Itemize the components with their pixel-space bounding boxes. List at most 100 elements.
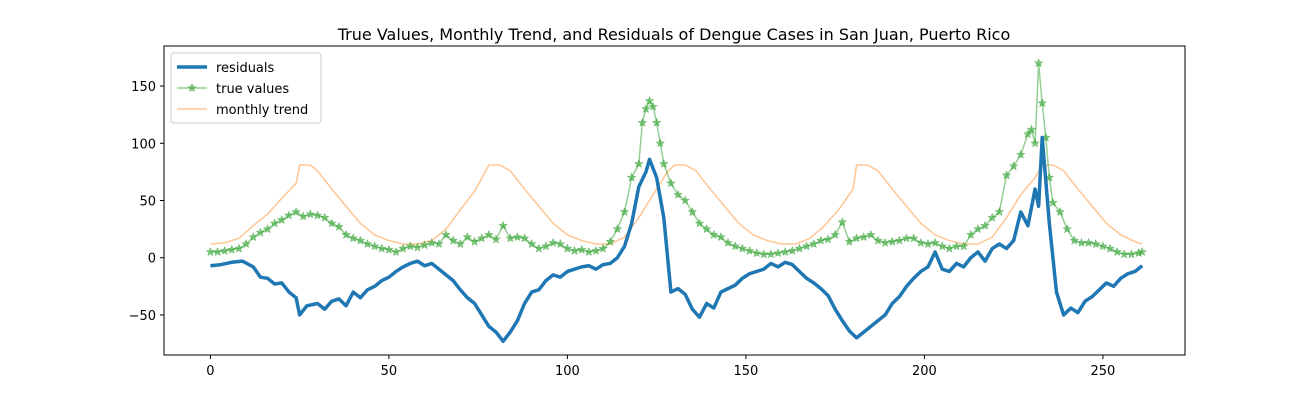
x-tick-label: 200 (912, 364, 937, 379)
true-values-marker (384, 244, 394, 254)
true-values-marker (1069, 235, 1080, 245)
legend: residuals true values monthly trend (170, 52, 322, 124)
true-values-marker (737, 243, 748, 253)
true-values-marker (255, 227, 266, 237)
true-values-marker (908, 233, 919, 243)
true-values-marker (1105, 243, 1115, 253)
true-values-line (210, 63, 1143, 256)
y-axis: −50 0 50 100 150 (129, 80, 164, 324)
true-values-marker (519, 233, 530, 243)
true-values-marker (1008, 161, 1019, 171)
true-values-marker (541, 241, 551, 251)
true-values-marker (455, 239, 466, 249)
true-values-marker (277, 214, 287, 224)
true-values-marker (241, 239, 251, 249)
true-values-marker (1030, 138, 1040, 148)
y-tick-label: 50 (139, 195, 156, 210)
y-tick-label: 100 (131, 137, 156, 152)
true-values-marker (773, 248, 783, 258)
true-values-marker (498, 220, 508, 230)
y-tick-label: 0 (148, 252, 156, 267)
true-values-marker (680, 195, 690, 205)
true-values-marker (930, 237, 940, 247)
true-values-marker (994, 206, 1005, 216)
true-values-marker (659, 158, 669, 168)
x-axis: 0 50 100 150 200 250 (206, 355, 1115, 379)
true-values-marker (484, 229, 494, 239)
plot-area (205, 58, 1147, 344)
true-values-marker (837, 217, 848, 227)
true-values-marker (562, 243, 573, 253)
true-values-marker (973, 224, 983, 234)
true-values-marker (605, 236, 615, 246)
true-values-marker (980, 220, 990, 230)
true-values-marker (966, 229, 976, 239)
true-values-marker (398, 243, 408, 253)
y-tick-label: −50 (129, 309, 156, 324)
true-values-marker (569, 245, 580, 255)
legend-label-true-values: true values (216, 82, 289, 97)
true-values-marker (512, 232, 523, 242)
true-values-marker (248, 232, 258, 242)
true-values-marker (1016, 149, 1026, 159)
true-values-marker (844, 236, 855, 246)
true-values-marker (227, 244, 237, 254)
true-values-marker (794, 243, 805, 253)
true-values-marker (744, 245, 755, 255)
true-values-marker (391, 247, 401, 257)
true-values-marker (269, 218, 280, 228)
y-tick-label: 150 (131, 80, 156, 95)
true-values-marker (673, 189, 683, 199)
true-values-marker (987, 212, 997, 222)
true-values-marker (637, 117, 648, 127)
true-values-marker (362, 239, 373, 249)
true-values-marker (526, 239, 537, 249)
true-values-marker (448, 235, 458, 245)
true-values-marker (312, 210, 323, 220)
true-values-marker (655, 138, 665, 148)
true-values-marker (808, 239, 819, 249)
true-values-marker (666, 178, 676, 188)
true-values-marker (419, 240, 430, 250)
true-values-marker (830, 229, 840, 239)
legend-label-residuals: residuals (216, 61, 275, 76)
true-values-marker (1137, 247, 1147, 257)
true-values-marker (858, 232, 869, 242)
true-values-marker (894, 235, 905, 245)
chart-title: True Values, Monthly Trend, and Residual… (337, 25, 1010, 44)
true-values-marker (1112, 247, 1122, 257)
true-values-marker (491, 234, 501, 244)
true-values-marker (291, 206, 301, 216)
true-values-marker (651, 117, 662, 127)
monthly-trend-line (210, 164, 1143, 245)
x-tick-label: 150 (733, 364, 758, 379)
true-values-marker (591, 245, 601, 255)
x-tick-label: 100 (555, 364, 580, 379)
true-values-marker (1126, 249, 1137, 259)
true-values-marker (916, 237, 926, 247)
true-values-marker (619, 206, 630, 216)
true-values-marker (648, 101, 658, 111)
true-values-marker (866, 229, 876, 239)
true-values-marker (462, 232, 473, 242)
true-values-marker (716, 232, 726, 242)
true-values-marker (694, 218, 705, 228)
true-values-marker (1062, 224, 1072, 234)
true-values-marker (355, 235, 366, 245)
true-values-marker (1033, 58, 1044, 68)
residuals-line (210, 135, 1144, 344)
true-values-marker (1119, 249, 1130, 259)
true-values-marker (205, 247, 216, 257)
true-values-marker (298, 211, 308, 221)
true-values-marker (598, 243, 608, 253)
true-values-marker (305, 209, 316, 219)
true-values-marker (1055, 206, 1065, 216)
true-values-marker (823, 234, 833, 244)
true-values-marker (1026, 124, 1037, 134)
true-values-marker (427, 237, 437, 247)
true-values-marker (576, 244, 587, 254)
true-values-marker (801, 241, 812, 251)
true-values-marker (709, 229, 719, 239)
true-values-marker (584, 247, 594, 257)
